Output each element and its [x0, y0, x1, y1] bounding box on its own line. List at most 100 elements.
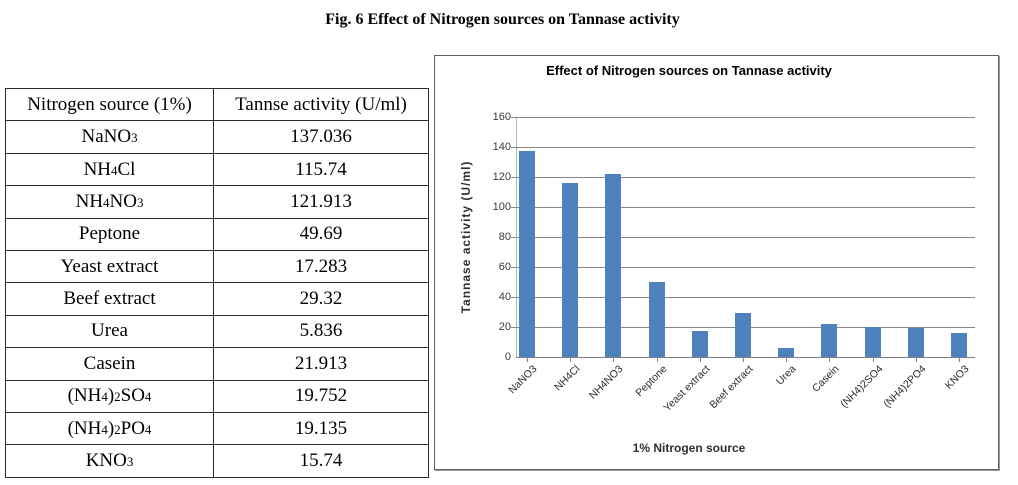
chart-panel: Effect of Nitrogen sources on Tannase ac…: [434, 55, 999, 470]
x-axis-tick-mark: [699, 358, 701, 362]
y-axis-tick-mark: [511, 177, 517, 178]
x-axis-category-label: (NH4)2SO4: [837, 363, 886, 411]
chart-bar-(NH4)2PO4: [907, 328, 924, 357]
y-axis-tick-mark: [511, 327, 517, 328]
y-axis-tick-label: 80: [498, 231, 511, 243]
nitrogen-source-cell: Casein: [5, 347, 214, 381]
y-axis-tick-label: 120: [492, 171, 511, 183]
table-row: NH4NO3 121.913: [5, 185, 429, 219]
x-axis-category-label: NaNO3: [506, 363, 540, 397]
activity-value-cell: 21.913: [213, 347, 429, 381]
y-axis-tick-mark: [511, 207, 517, 208]
small-digit: 4: [101, 421, 108, 437]
gridline: [517, 117, 975, 118]
gridline: [517, 147, 975, 148]
x-axis-category-label: NH4NO3: [587, 363, 626, 402]
x-axis-title: 1% Nitrogen source: [632, 441, 746, 455]
activity-value-cell: 29.32: [213, 282, 429, 316]
chart-bar-(NH4)2SO4: [864, 327, 881, 357]
y-axis-tick-label: 60: [498, 261, 511, 273]
table-header-cell: Nitrogen source (1%): [5, 87, 214, 122]
chart-bar-NaNO3: [519, 151, 535, 357]
y-axis-tick-mark: [511, 147, 517, 148]
x-axis-tick-mark: [786, 358, 788, 362]
chart-bar-NH4Cl: [562, 183, 579, 357]
activity-value-cell: 115.74: [213, 152, 429, 187]
small-digit: 3: [126, 454, 134, 470]
nitrogen-source-cell: Urea: [5, 314, 214, 349]
small-digit: 4: [103, 194, 110, 210]
x-axis-category-label: Beef extract: [707, 363, 756, 412]
gridline: [517, 297, 975, 298]
chart-title: Effect of Nitrogen sources on Tannase ac…: [546, 63, 832, 78]
small-digit: 4: [111, 162, 118, 178]
gridline: [517, 267, 975, 268]
small-digit: 3: [131, 130, 138, 146]
x-axis-category-label: Peptone: [632, 363, 670, 400]
x-axis-category-label: Casein: [810, 363, 842, 395]
table-row: NaNO3 137.036: [5, 120, 429, 154]
table-row: KNO3 15.74: [5, 444, 429, 478]
activity-value-cell: 121.913: [213, 185, 429, 219]
y-axis-tick-label: 40: [498, 291, 511, 303]
activity-value-cell: 19.135: [213, 411, 429, 446]
small-digit: 4: [144, 389, 152, 405]
y-axis-tick-mark: [511, 297, 517, 298]
activity-value-cell: 15.74: [213, 444, 429, 478]
nitrogen-source-cell: NH4NO3: [5, 185, 214, 219]
gridline: [517, 207, 975, 208]
chart-bar-Beef extract: [735, 313, 751, 357]
small-digit: 2: [114, 389, 121, 405]
activity-value-cell: 49.69: [213, 217, 429, 251]
table-row: Peptone 49.69: [5, 217, 429, 251]
y-axis-tick-label: 100: [492, 201, 511, 213]
chart-bar-Casein: [821, 324, 838, 357]
table-header-cell: Tannse activity (U/ml): [213, 87, 429, 122]
table-row: Yeast extract 17.283: [5, 249, 429, 284]
nitrogen-source-cell: Yeast extract: [5, 249, 214, 284]
x-axis-tick-mark: [570, 358, 572, 362]
activity-value-cell: 137.036: [213, 120, 429, 154]
table-row: Casein 21.913: [5, 347, 429, 381]
chart-bar-Peptone: [648, 282, 665, 357]
table-header-row: Nitrogen source (1%) Tannse activity (U/m…: [5, 87, 429, 122]
x-axis-tick-mark: [656, 358, 658, 362]
chart-bar-Yeast extract: [691, 331, 708, 357]
activity-value-cell: 17.283: [213, 249, 429, 284]
y-axis-tick-mark: [511, 117, 517, 118]
y-axis-tick-mark: [511, 237, 517, 238]
small-digit: 3: [136, 194, 144, 210]
nitrogen-source-cell: KNO3: [5, 444, 214, 478]
chart-bar-KNO3: [951, 333, 967, 357]
small-digit: 4: [144, 421, 152, 437]
x-axis-tick-mark: [915, 358, 917, 362]
y-axis-tick-mark: [511, 267, 517, 268]
gridline: [517, 177, 975, 178]
activity-value-cell: 5.836: [213, 314, 429, 349]
gridline: [517, 237, 975, 238]
nitrogen-source-cell: (NH4)2PO4: [5, 411, 214, 446]
nitrogen-source-cell: (NH4)2SO4: [5, 379, 214, 413]
figure-caption: Fig. 6 Effect of Nitrogen sources on Tan…: [325, 11, 680, 28]
nitrogen-source-cell: NH4Cl: [5, 152, 214, 187]
y-axis-tick-label: 140: [492, 141, 511, 153]
nitrogen-source-cell: Peptone: [5, 217, 214, 251]
x-axis-tick-mark: [959, 358, 960, 362]
chart-bar-NH4NO3: [605, 174, 622, 357]
x-axis-tick-mark: [527, 358, 528, 362]
x-axis-category-label: NH4Cl: [552, 363, 583, 394]
table-row: Urea 5.836: [5, 314, 429, 349]
small-digit: 4: [101, 389, 108, 405]
x-axis-tick-mark: [743, 358, 744, 362]
y-axis-tick-label: 20: [498, 321, 511, 333]
x-axis-category-label: KNO3: [942, 363, 972, 392]
plot-area: 0 20 40 60 80 100 120 140 160 NaNO3 NH4Cl NH4NO3 Pep…: [493, 111, 975, 414]
x-axis-category-label: (NH4)2PO4: [881, 363, 929, 411]
x-axis-tick-mark: [872, 358, 874, 362]
table-row: (NH4)2PO4 19.135: [5, 411, 429, 446]
x-axis-category-label: Urea: [774, 363, 799, 388]
table-row: NH4Cl 115.74: [5, 152, 429, 187]
y-axis-tick-label: 0: [504, 351, 511, 363]
x-axis-tick-mark: [613, 358, 615, 362]
table-row: (NH4)2SO4 19.752: [5, 379, 429, 413]
